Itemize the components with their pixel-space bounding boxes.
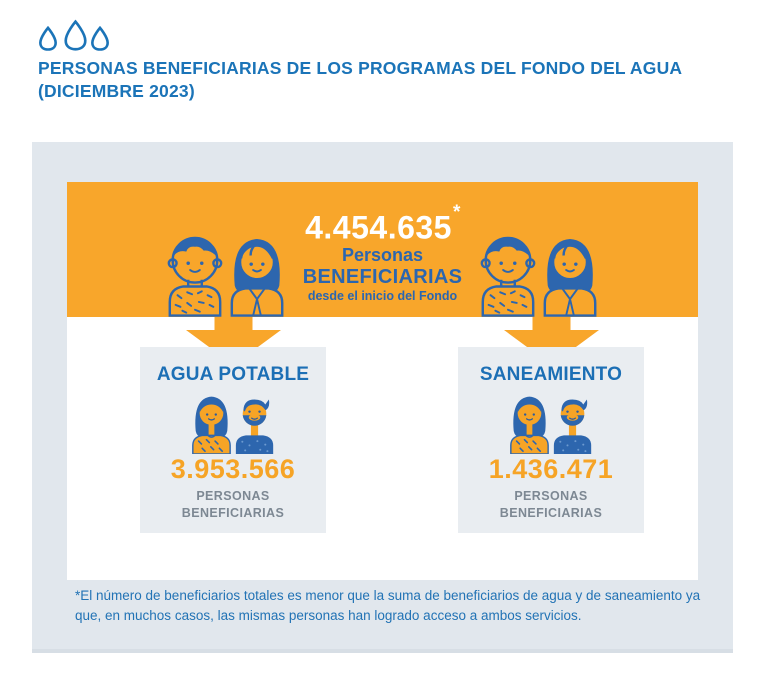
total-text-block: 4.454.635* Personas BENEFICIARIAS desde … [303, 195, 462, 304]
page-title: PERSONAS BENEFICIARIAS DE LOS PROGRAMAS … [38, 57, 738, 103]
card-label-line2: BENEFICIARIAS [181, 506, 285, 520]
total-number: 4.454.635 [305, 209, 452, 246]
card-title: SANEAMIENTO [479, 364, 623, 385]
total-label-beneficiarias: BENEFICIARIAS [302, 265, 463, 288]
card-label-line1: PERSONAS [196, 489, 270, 503]
man-illustration [480, 236, 536, 317]
card-title: AGUA POTABLE [156, 364, 310, 385]
page-title-line2: (DICIEMBRE 2023) [38, 81, 195, 101]
card-value: 3.953.566 [170, 454, 296, 484]
woman-illustration [192, 396, 231, 454]
water-drops-icon [39, 19, 109, 51]
card-label: PERSONAS BENEFICIARIAS [458, 488, 644, 522]
bearded-man-illustration [553, 399, 592, 454]
woman-illustration [543, 238, 597, 317]
page-title-line1: PERSONAS BENEFICIARIAS DE LOS PROGRAMAS … [38, 58, 683, 78]
arrow-down-icon-left [186, 317, 281, 365]
man-illustration [167, 236, 223, 317]
footnote: *El número de beneficiarios totales es m… [75, 588, 701, 623]
total-banner: 4.454.635* Personas BENEFICIARIAS desde … [67, 182, 698, 317]
woman-illustration [230, 238, 284, 317]
card-label-line2: BENEFICIARIAS [499, 506, 603, 520]
woman-illustration [510, 396, 549, 454]
beneficiaries-couple-icon-right [480, 236, 597, 317]
main-panel: 4.454.635* Personas BENEFICIARIAS desde … [32, 142, 733, 653]
beneficiaries-couple-icon-left [167, 236, 284, 317]
card-label: PERSONAS BENEFICIARIAS [140, 488, 326, 522]
card-couple-icon [510, 396, 592, 454]
bearded-man-illustration [235, 399, 274, 454]
card-couple-icon [192, 396, 274, 454]
total-label-desde: desde el inicio del Fondo [307, 288, 458, 303]
content-area: 4.454.635* Personas BENEFICIARIAS desde … [67, 182, 698, 580]
arrow-down-icon-right [504, 317, 599, 365]
total-beneficiaries-value: 4.454.635* [303, 202, 462, 246]
card-saneamiento: SANEAMIENTO [458, 347, 644, 533]
card-agua-potable: AGUA POTABLE [140, 347, 326, 533]
total-asterisk: * [452, 202, 461, 224]
total-label-personas: Personas [341, 244, 424, 265]
card-label-line1: PERSONAS [514, 489, 588, 503]
card-value: 1.436.471 [488, 454, 614, 484]
